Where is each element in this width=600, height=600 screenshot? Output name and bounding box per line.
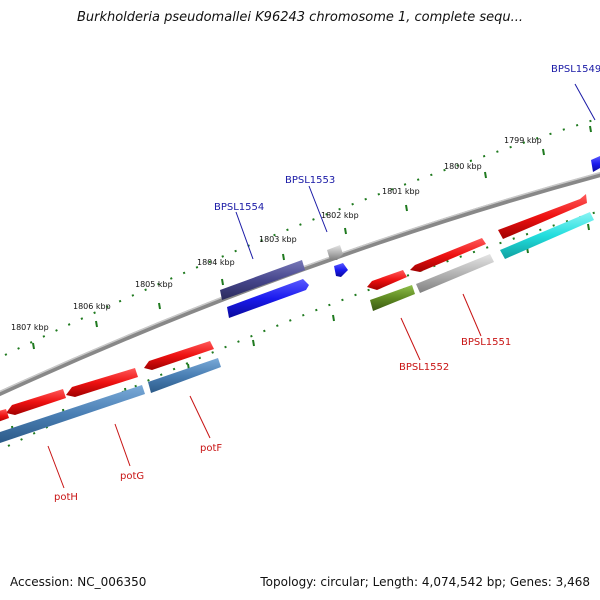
tick-label-1801: 1801 kbp	[382, 187, 420, 196]
gene-label-bpsl1554[interactable]: BPSL1554	[214, 202, 264, 213]
leader-line	[114, 423, 131, 467]
leader-line	[235, 211, 254, 260]
genome-summary-text: Topology: circular; Length: 4,074,542 bp…	[260, 575, 590, 589]
gene-feature-gray[interactable]	[416, 254, 494, 293]
leader-line	[574, 83, 596, 121]
gene-feature-blue[interactable]	[334, 263, 348, 277]
major-ticks-outer	[32, 125, 592, 350]
gene-feature-red[interactable]	[0, 409, 9, 423]
kbp-tick-labels: 1799 kbp 1800 kbp 1801 kbp 1802 kbp 1803…	[11, 136, 542, 332]
page-title: Burkholderia pseudomallei K96243 chromos…	[76, 10, 524, 25]
tick-label-1806: 1806 kbp	[73, 302, 111, 311]
gene-label-poth[interactable]: potH	[54, 492, 78, 503]
leader-line	[189, 395, 211, 439]
gene-feature-red[interactable]	[498, 194, 587, 239]
outer-tick-track	[4, 117, 600, 356]
gene-feature-red[interactable]	[6, 389, 66, 415]
gene-feature-blue[interactable]	[227, 279, 309, 318]
gene-label-bpsl1552[interactable]: BPSL1552	[399, 362, 449, 373]
gene-feature-red[interactable]	[144, 341, 214, 370]
gene-feature-red[interactable]	[367, 270, 407, 290]
gene-feature-steel-blue[interactable]	[0, 385, 145, 443]
gene-feature-blue[interactable]	[591, 156, 600, 172]
tick-label-1802: 1802 kbp	[321, 211, 359, 220]
gene-feature-red[interactable]	[66, 368, 138, 397]
leader-line	[400, 317, 421, 361]
leader-line	[308, 185, 328, 233]
tick-label-1799: 1799 kbp	[504, 136, 542, 145]
tick-label-1800: 1800 kbp	[444, 162, 482, 171]
leader-line	[47, 445, 65, 489]
gene-label-bpsl1551[interactable]: BPSL1551	[461, 337, 511, 348]
tick-label-1805: 1805 kbp	[135, 280, 173, 289]
gene-feature-red[interactable]	[410, 238, 486, 272]
gene-label-potf[interactable]: potF	[200, 443, 222, 454]
gene-feature-cyan[interactable]	[500, 212, 594, 259]
tick-label-1804: 1804 kbp	[197, 258, 235, 267]
gene-feature-dark-blue[interactable]	[220, 260, 305, 300]
leader-line	[462, 293, 482, 337]
gene-label-potg[interactable]: potG	[120, 471, 144, 482]
tick-label-1807: 1807 kbp	[11, 323, 49, 332]
gene-label-bpsl1553[interactable]: BPSL1553	[285, 175, 335, 186]
gene-label-bpsl1549[interactable]: BPSL1549	[551, 64, 600, 75]
tick-label-1803: 1803 kbp	[259, 235, 297, 244]
gene-feature-olive[interactable]	[370, 285, 415, 311]
accession-text: Accession: NC_006350	[10, 575, 147, 589]
gene-feature-steel-blue[interactable]	[148, 358, 221, 393]
gene-feature-gray[interactable]	[327, 245, 343, 260]
